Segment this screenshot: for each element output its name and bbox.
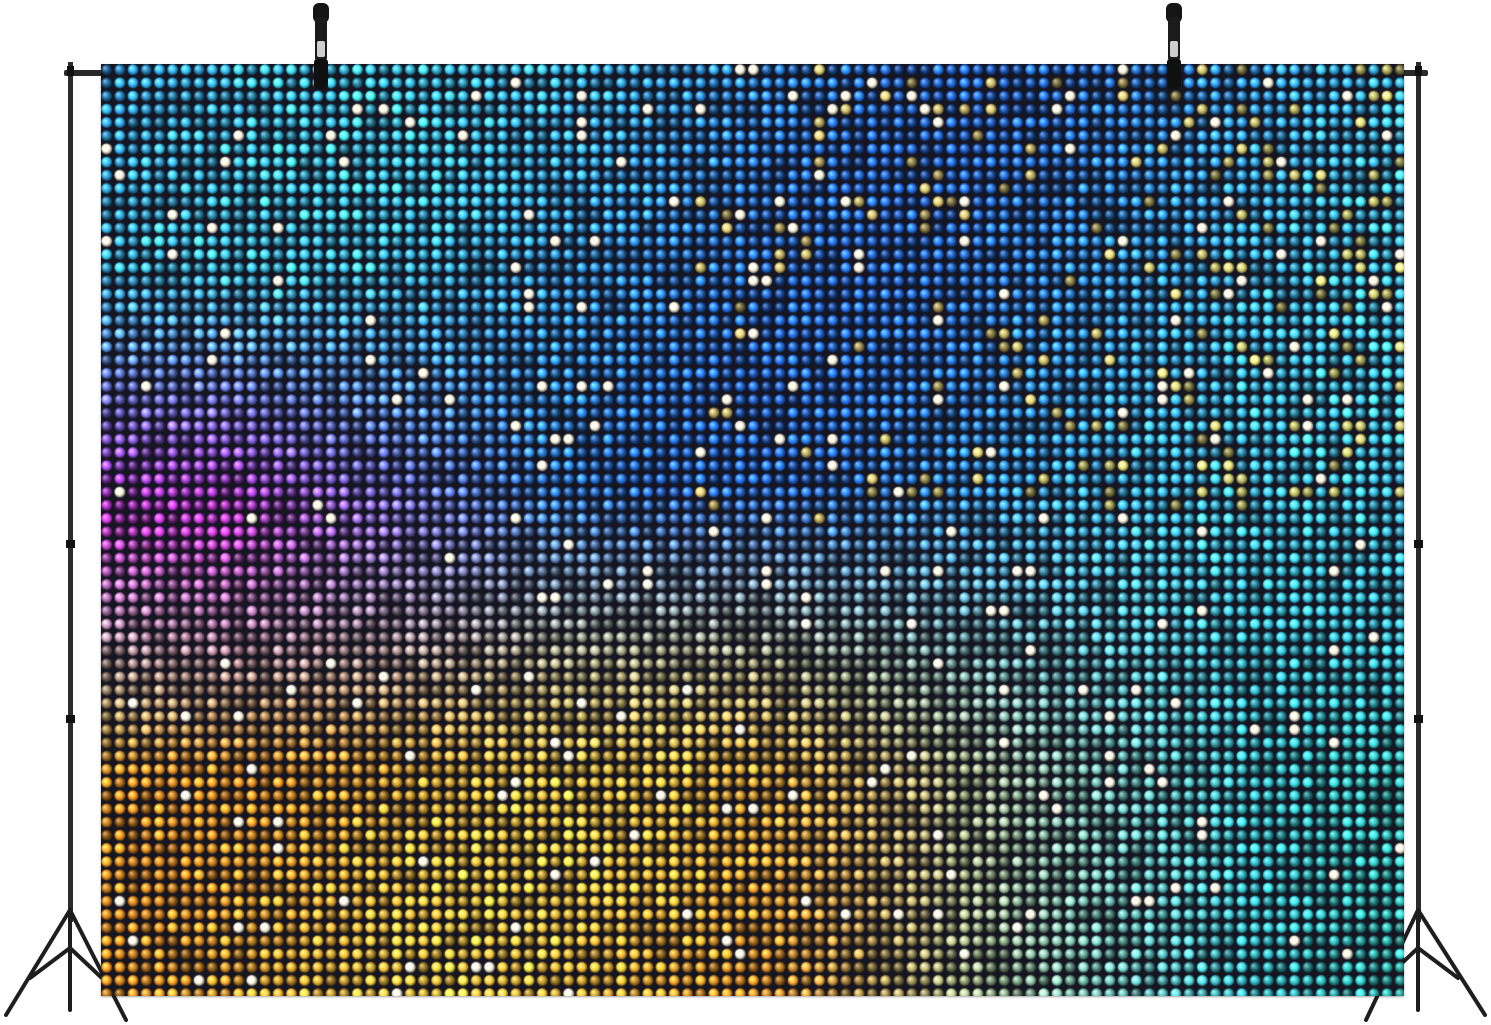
left-pole <box>68 62 73 922</box>
right-pole <box>1416 62 1421 922</box>
left-clamp-icon <box>313 3 329 89</box>
sequin-grid <box>101 64 1404 996</box>
left-tripod <box>4 908 128 1022</box>
right-clamp-icon <box>1166 3 1182 89</box>
sequin-backdrop <box>101 64 1404 996</box>
